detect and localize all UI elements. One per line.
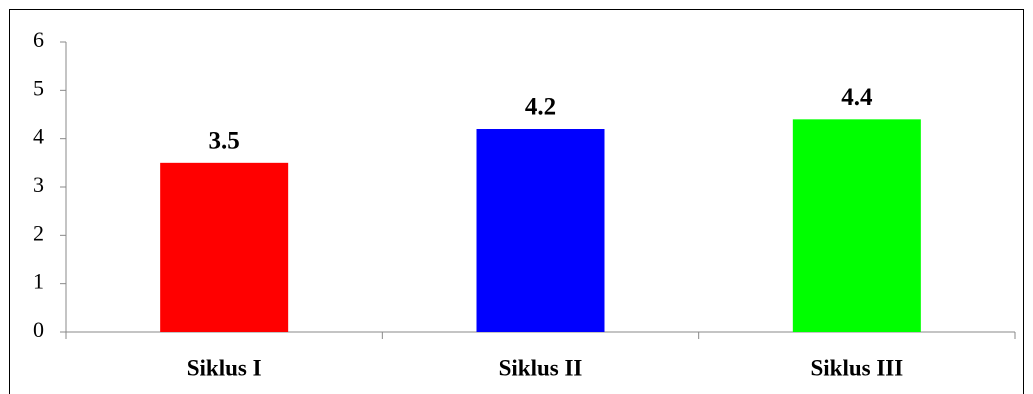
y-tick-label: 6	[33, 27, 44, 52]
y-tick-label: 0	[33, 317, 44, 342]
value-label: 4.4	[841, 84, 873, 111]
y-tick-label: 3	[33, 172, 44, 197]
bar	[476, 129, 605, 332]
bar	[160, 162, 289, 332]
chart-frame	[9, 9, 1024, 394]
x-tick-label: Siklus II	[499, 355, 583, 380]
x-tick-label: Siklus III	[810, 355, 903, 380]
y-tick-label: 1	[33, 269, 44, 294]
value-label: 4.2	[525, 94, 556, 121]
y-tick-label: 4	[33, 124, 44, 149]
bar	[792, 119, 921, 332]
y-tick-label: 5	[33, 75, 44, 100]
y-tick-label: 2	[33, 220, 44, 245]
x-tick-label: Siklus I	[187, 355, 262, 380]
value-label: 3.5	[209, 128, 240, 155]
